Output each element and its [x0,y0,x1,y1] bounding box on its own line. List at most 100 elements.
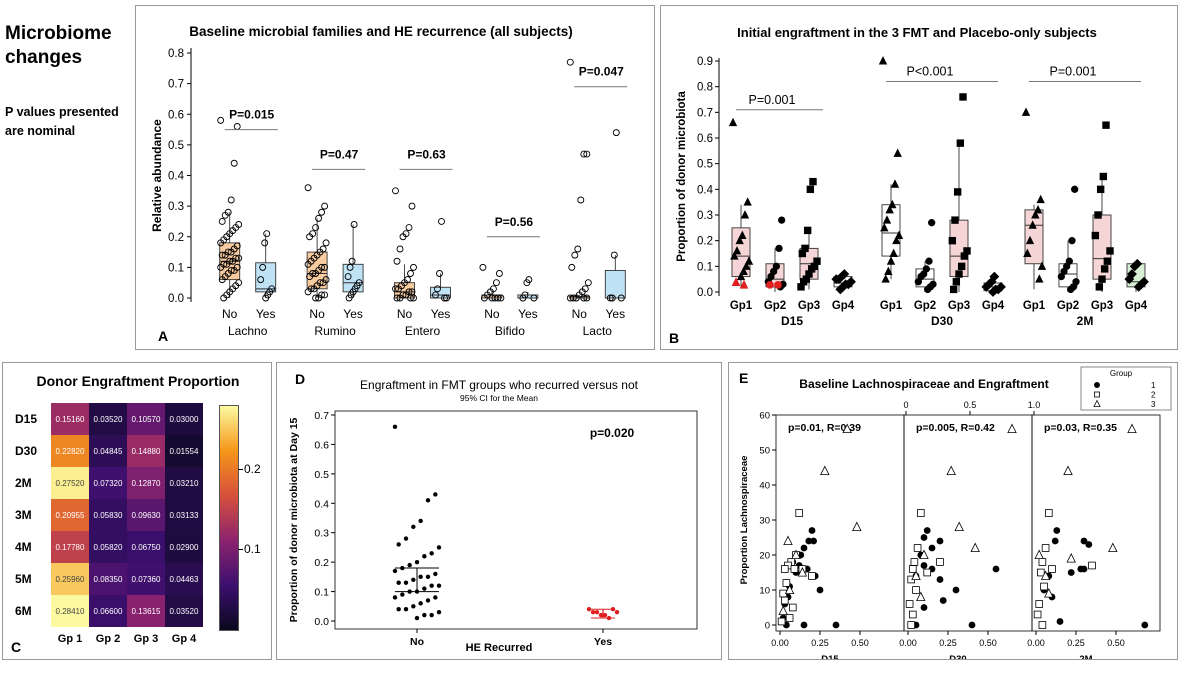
panel-e: E Baseline Lachnospiraceae and Engraftmen… [728,362,1178,665]
colorbar-tick [238,469,243,470]
panel-e-facet-label: 2M [1079,654,1092,659]
panel-e-point-group3 [784,584,795,595]
panel-a-point [322,239,330,247]
panel-a-point [612,129,620,137]
panel-a-point [436,270,443,277]
panel-b-point [736,271,746,281]
panel-e-point-group1 [1080,565,1088,573]
panel-a-point [259,263,267,271]
panel-e-point-group1 [992,565,1000,573]
panel-d: D Engraftment in FMT groups who recurred … [276,362,722,660]
panel-e-point-group1 [810,537,817,545]
panel-b-point [889,248,898,257]
heatmap-column-label: Gp 3 [133,633,159,645]
panel-a-point [230,159,238,167]
panel-b-xtick-label: Gp1 [730,300,753,312]
heatmap-cell: 0.13615 [127,595,165,627]
panel-a-point [408,202,416,210]
panel-a-point [407,294,414,302]
heatmap-row-label: 3M [15,508,32,522]
panel-b-timepoint-label: D30 [931,314,953,328]
panel-e-ytick-label: 40 [759,481,770,492]
panel-d-point-no [400,592,405,597]
panel-b-point [959,93,967,101]
panel-e-point-group3 [820,465,830,475]
panel-e-point-group3 [791,549,801,560]
panel-b-xtick-label: Gp2 [914,300,936,312]
panel-b-ytick-label: 0.9 [697,56,713,68]
panel-a-point [396,294,404,302]
panel-e-legend-label: 1 [1151,381,1156,390]
panel-b-point [1095,283,1104,291]
panel-a-point [608,294,616,302]
panel-d-ytick-label: 0.4 [314,498,329,510]
panel-a-point [227,248,235,256]
panel-e-point-group1 [800,544,808,552]
panel-e-point-group2 [1038,558,1047,566]
panel-b-point [1102,121,1110,129]
panel-a-lacto-yes-box [604,269,626,299]
panel-e-point-group1 [936,537,944,545]
heatmap-cell: 0.15160 [51,403,89,435]
panel-a-point [583,150,591,158]
panel-a-point [392,187,399,195]
panel-a-point [321,202,329,210]
panel-b-point [740,210,750,219]
panel-a-pvalue: P=0.47 [320,147,359,161]
panel-a-point [438,217,445,225]
panel-a-point [312,224,320,232]
panel-d-point-no [414,559,420,565]
heatmap-cell: 0.03210 [165,467,203,499]
panel-b-timepoint-label: D15 [781,314,803,328]
panel-b-point [797,283,805,291]
panel-a-xtick-label: Yes [606,307,626,321]
pvalue-note: P values presented are nominal [5,103,119,141]
panel-d-point-yes [594,609,600,615]
panel-b: Initial engraftment in the 3 FMT and Pla… [660,5,1178,350]
panel-letter-d: D [295,371,305,387]
heatmap-cell: 0.27520 [51,467,89,499]
panel-a-point [530,294,538,302]
panel-e-point-group1 [952,586,960,594]
panel-a-point [321,263,329,271]
heatmap-column-label: Gp 1 [57,633,83,645]
panel-d-ytick-label: 0.1 [314,587,329,599]
panel-b-point [988,287,998,297]
panel-b-point [835,284,846,295]
panel-b-point [1021,107,1031,116]
panel-a-point [584,279,592,287]
panel-e-point-group3 [783,535,793,546]
panel-a-point [218,276,226,284]
panel-b-point [948,236,957,245]
section-heading: Microbiome changes [5,22,112,70]
panel-a-ylabel: Relative abundance [150,119,164,232]
panel-e-xtick-label: 0.25 [811,638,829,648]
panel-a-point [395,285,402,293]
panel-b-pvalue: P=0.001 [1050,65,1097,79]
panel-a-point [574,245,582,253]
panel-d-point-no [433,492,438,497]
panel-a-point [407,270,414,277]
panel-b-ylabel: Proportion of donor microbiota [676,91,688,262]
panel-e-point-group1 [832,621,840,629]
panel-a-point [217,116,225,124]
panel-a-ytick-label: 0.2 [168,232,184,244]
panel-b-point [1100,265,1109,273]
panel-e-legend-marker [1094,391,1100,398]
panel-b-point [1094,211,1102,219]
panel-a-point [410,263,417,271]
heatmap-cell: 0.17780 [51,531,89,563]
panel-a-point [306,273,314,281]
panel-b-point [884,266,893,275]
panel-e-point-group2 [907,621,916,629]
panel-a-point [220,294,228,302]
heatmap-colorbar [219,405,239,631]
panel-e-xtick-label: 0.50 [851,638,869,648]
panel-e-ytick-label: 50 [759,446,770,457]
panel-a-point [606,294,614,302]
panel-a-point [566,294,574,302]
heatmap-row-label: 4M [15,540,32,554]
panel-e-legend-title: Group [1110,369,1133,378]
panel-a-point [310,285,318,293]
panel-b-point [1037,261,1047,270]
